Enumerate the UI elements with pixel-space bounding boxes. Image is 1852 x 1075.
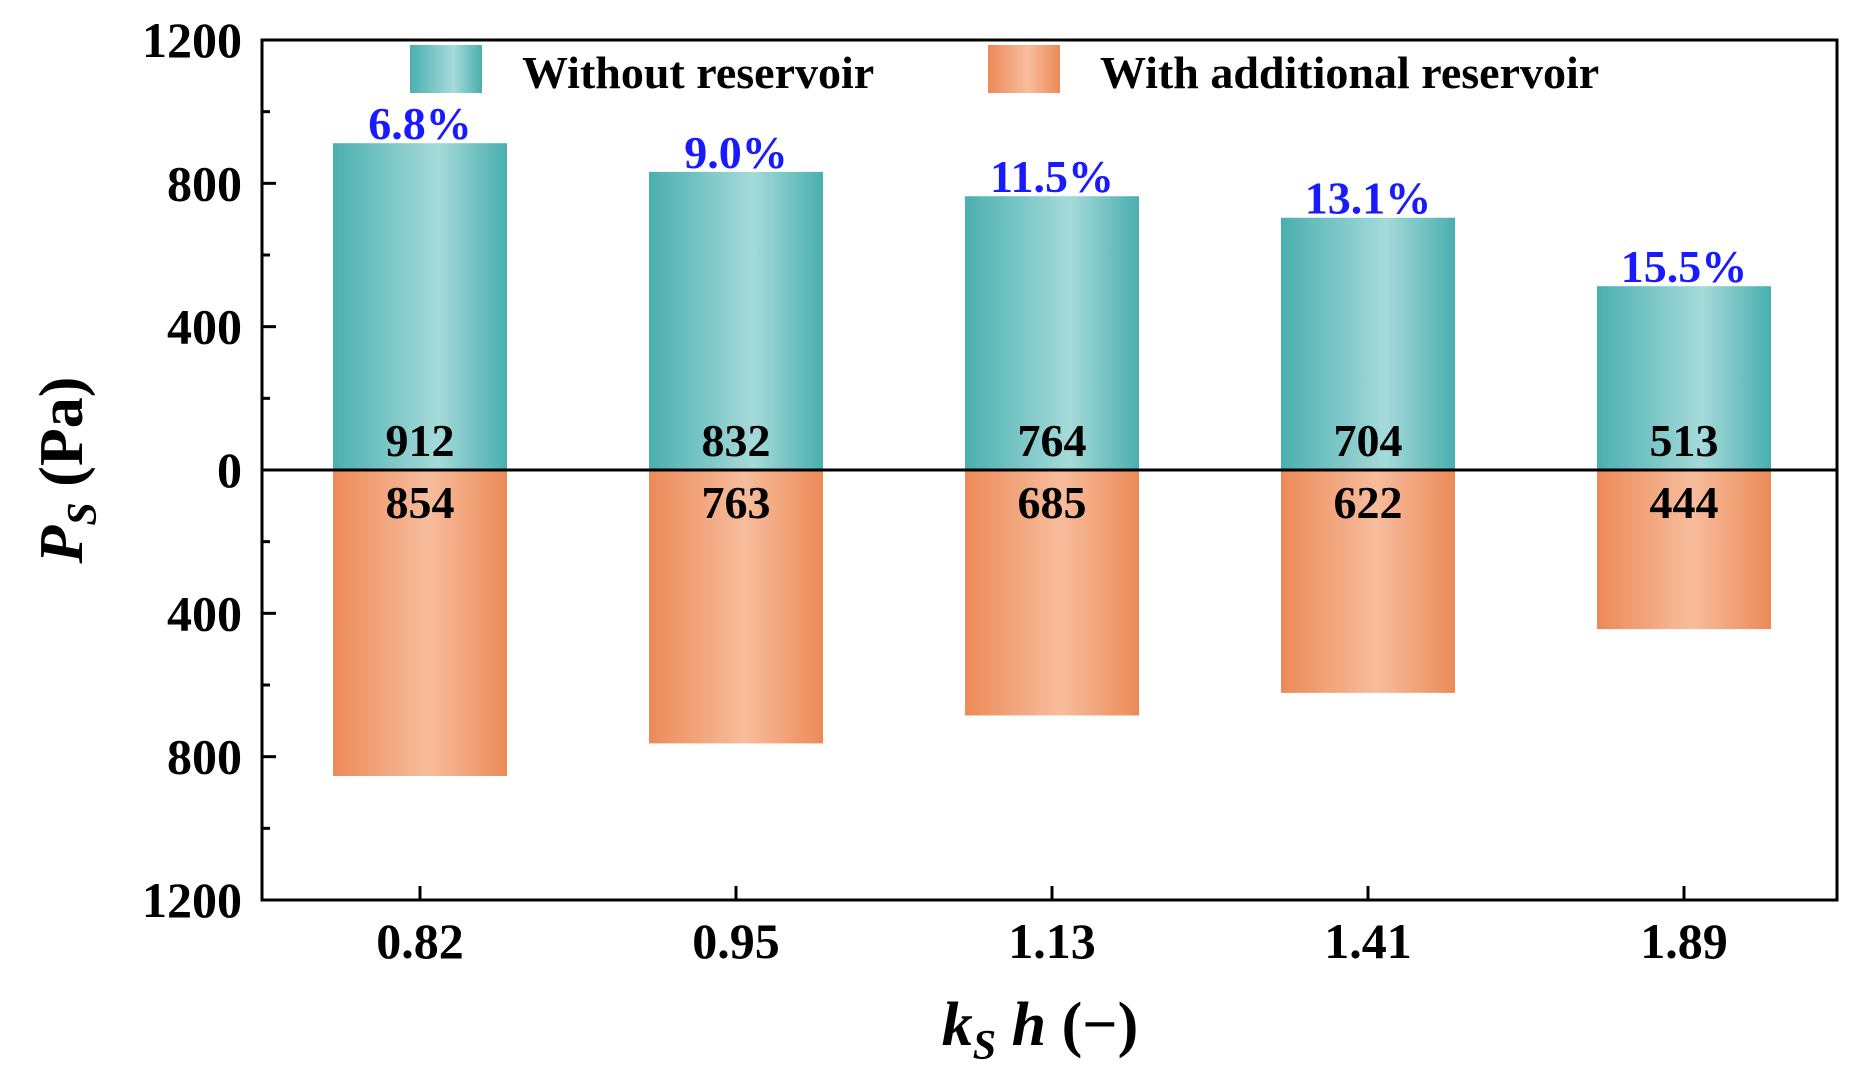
value-label-with-reservoir: 622 xyxy=(1334,477,1403,528)
value-label-with-reservoir: 444 xyxy=(1650,477,1719,528)
value-label-with-reservoir: 685 xyxy=(1018,477,1087,528)
x-axis-title-unit: (−) xyxy=(1046,991,1138,1059)
bar-with-reservoir xyxy=(649,470,823,744)
bar-with-reservoir xyxy=(965,470,1139,716)
percent-label: 9.0% xyxy=(684,127,788,178)
value-label-without-reservoir: 832 xyxy=(702,415,771,466)
y-axis-title-main: P xyxy=(28,524,96,564)
value-label-with-reservoir: 854 xyxy=(386,477,455,528)
value-label-without-reservoir: 704 xyxy=(1334,415,1403,466)
bar-without-reservoir xyxy=(333,143,507,470)
legend-label-with-reservoir: With additional reservoir xyxy=(1100,47,1599,98)
bar-without-reservoir xyxy=(965,196,1139,470)
percent-label: 13.1% xyxy=(1305,173,1432,224)
y-tick-label: 0 xyxy=(217,442,242,498)
bar-with-reservoir xyxy=(333,470,507,777)
y-axis-title-sub: S xyxy=(60,502,106,525)
axis-ticks: 0.82 0.95 1.13 1.41 1.89 1200 800 400 0 400 800 120… xyxy=(142,12,1728,969)
x-tick-label: 0.82 xyxy=(376,913,464,969)
x-tick-label: 1.13 xyxy=(1008,913,1096,969)
y-tick-label: 400 xyxy=(167,299,242,355)
y-tick-label: 800 xyxy=(167,155,242,211)
y-axis-title-unit: (Pa) xyxy=(28,377,96,503)
percent-label: 11.5% xyxy=(990,151,1114,202)
percent-label: 15.5% xyxy=(1621,241,1748,292)
value-label-without-reservoir: 912 xyxy=(386,415,455,466)
x-axis-title: kS h (−) xyxy=(942,991,1138,1069)
bar-with-reservoir xyxy=(1597,470,1771,630)
bar-without-reservoir xyxy=(649,171,823,470)
y-tick-label: 800 xyxy=(167,729,242,785)
x-axis-title-sub: S xyxy=(973,1023,996,1069)
x-axis-title-rest: h xyxy=(996,991,1046,1059)
value-label-without-reservoir: 513 xyxy=(1650,415,1719,466)
bar-without-reservoir xyxy=(1281,217,1455,470)
y-tick-label: 1200 xyxy=(142,12,242,68)
y-tick-label: 1200 xyxy=(142,872,242,928)
x-tick-label: 0.95 xyxy=(692,913,780,969)
x-axis-title-main: k xyxy=(942,991,973,1059)
bars-without-reservoir xyxy=(333,143,1771,470)
data-labels: 912 854 6.8% 832 763 9.0% 764 685 11.5% 704 622 13.… xyxy=(368,98,1747,528)
value-label-with-reservoir: 763 xyxy=(702,477,771,528)
legend: Without reservoir With additional reserv… xyxy=(410,45,1599,98)
bars-with-reservoir xyxy=(333,470,1771,777)
value-label-without-reservoir: 764 xyxy=(1018,415,1087,466)
bar-with-reservoir xyxy=(1281,470,1455,693)
y-axis-title: PS (Pa) xyxy=(28,377,106,565)
legend-swatch-with-reservoir xyxy=(988,45,1060,93)
legend-swatch-without-reservoir xyxy=(410,45,482,93)
y-tick-label: 400 xyxy=(167,585,242,641)
percent-label: 6.8% xyxy=(368,98,472,149)
x-tick-label: 1.41 xyxy=(1324,913,1412,969)
legend-label-without-reservoir: Without reservoir xyxy=(522,47,874,98)
x-tick-label: 1.89 xyxy=(1640,913,1728,969)
bar-without-reservoir xyxy=(1597,286,1771,470)
